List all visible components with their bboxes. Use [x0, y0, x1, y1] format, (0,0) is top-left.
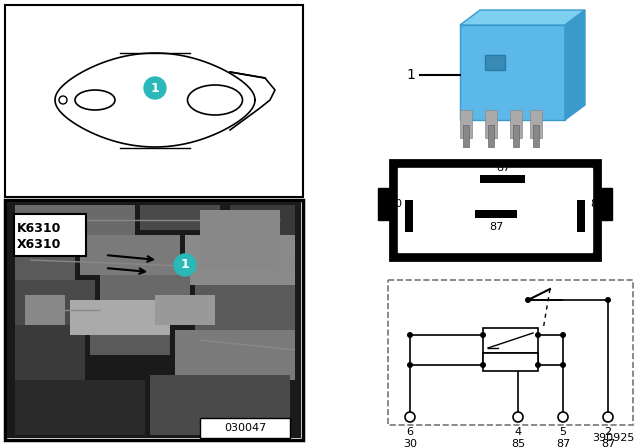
- Bar: [15, 380, 145, 435]
- Bar: [200, 210, 280, 270]
- Bar: [475, 210, 517, 218]
- Bar: [195, 285, 295, 330]
- Bar: [150, 375, 290, 435]
- Circle shape: [513, 412, 523, 422]
- Bar: [388, 280, 633, 425]
- Circle shape: [560, 362, 566, 368]
- Circle shape: [59, 96, 67, 104]
- Bar: [460, 110, 472, 138]
- Bar: [378, 188, 392, 220]
- Text: 87: 87: [601, 439, 615, 448]
- Text: 030047: 030047: [224, 423, 266, 433]
- Text: 1: 1: [406, 68, 415, 82]
- Bar: [70, 300, 170, 335]
- Ellipse shape: [188, 85, 243, 115]
- Text: 390925: 390925: [593, 433, 635, 443]
- Bar: [155, 295, 215, 325]
- Text: 5: 5: [559, 427, 566, 437]
- Circle shape: [480, 332, 486, 338]
- Circle shape: [535, 332, 541, 338]
- Circle shape: [558, 412, 568, 422]
- Text: 85: 85: [511, 439, 525, 448]
- Bar: [598, 188, 612, 220]
- Text: K6310: K6310: [17, 223, 61, 236]
- Circle shape: [405, 412, 415, 422]
- Bar: [485, 110, 497, 138]
- Bar: [15, 205, 135, 235]
- Bar: [577, 200, 585, 232]
- Bar: [90, 325, 170, 355]
- Circle shape: [480, 362, 486, 368]
- Circle shape: [525, 297, 531, 303]
- Bar: [390, 160, 600, 260]
- Bar: [200, 418, 290, 438]
- Polygon shape: [565, 10, 585, 120]
- Bar: [185, 235, 295, 285]
- Circle shape: [407, 332, 413, 338]
- Text: 1: 1: [180, 258, 189, 271]
- Circle shape: [605, 297, 611, 303]
- Text: X6310: X6310: [17, 237, 61, 250]
- Bar: [488, 125, 494, 147]
- Bar: [398, 168, 592, 252]
- Bar: [485, 55, 505, 70]
- Text: 1: 1: [150, 82, 159, 95]
- Bar: [15, 280, 95, 325]
- Circle shape: [560, 332, 566, 338]
- Bar: [15, 325, 85, 380]
- Bar: [483, 328, 538, 353]
- Text: 4: 4: [515, 427, 522, 437]
- Text: 30: 30: [403, 439, 417, 448]
- Bar: [405, 200, 413, 232]
- Bar: [483, 353, 538, 371]
- Text: 87: 87: [489, 222, 503, 232]
- Bar: [460, 25, 565, 120]
- Bar: [175, 330, 295, 380]
- Bar: [25, 295, 65, 325]
- Bar: [530, 110, 542, 138]
- Polygon shape: [460, 10, 585, 25]
- Ellipse shape: [75, 90, 115, 110]
- Bar: [513, 125, 519, 147]
- Bar: [5, 5, 303, 197]
- Text: 87: 87: [556, 439, 570, 448]
- Text: 6: 6: [406, 427, 413, 437]
- Bar: [230, 205, 295, 245]
- Text: 85: 85: [590, 199, 604, 209]
- Bar: [480, 175, 525, 183]
- Circle shape: [144, 77, 166, 99]
- Bar: [140, 205, 220, 230]
- Circle shape: [174, 254, 196, 276]
- Text: 87: 87: [496, 163, 510, 173]
- Circle shape: [407, 362, 413, 368]
- Text: 30: 30: [388, 199, 402, 209]
- Circle shape: [603, 412, 613, 422]
- Bar: [100, 275, 190, 325]
- Bar: [7, 202, 301, 438]
- Bar: [15, 235, 75, 285]
- Bar: [510, 110, 522, 138]
- Circle shape: [535, 362, 541, 368]
- Bar: [5, 200, 303, 440]
- Bar: [80, 235, 180, 275]
- Text: 2: 2: [604, 427, 612, 437]
- Bar: [533, 125, 539, 147]
- Bar: [14, 214, 86, 256]
- Bar: [463, 125, 469, 147]
